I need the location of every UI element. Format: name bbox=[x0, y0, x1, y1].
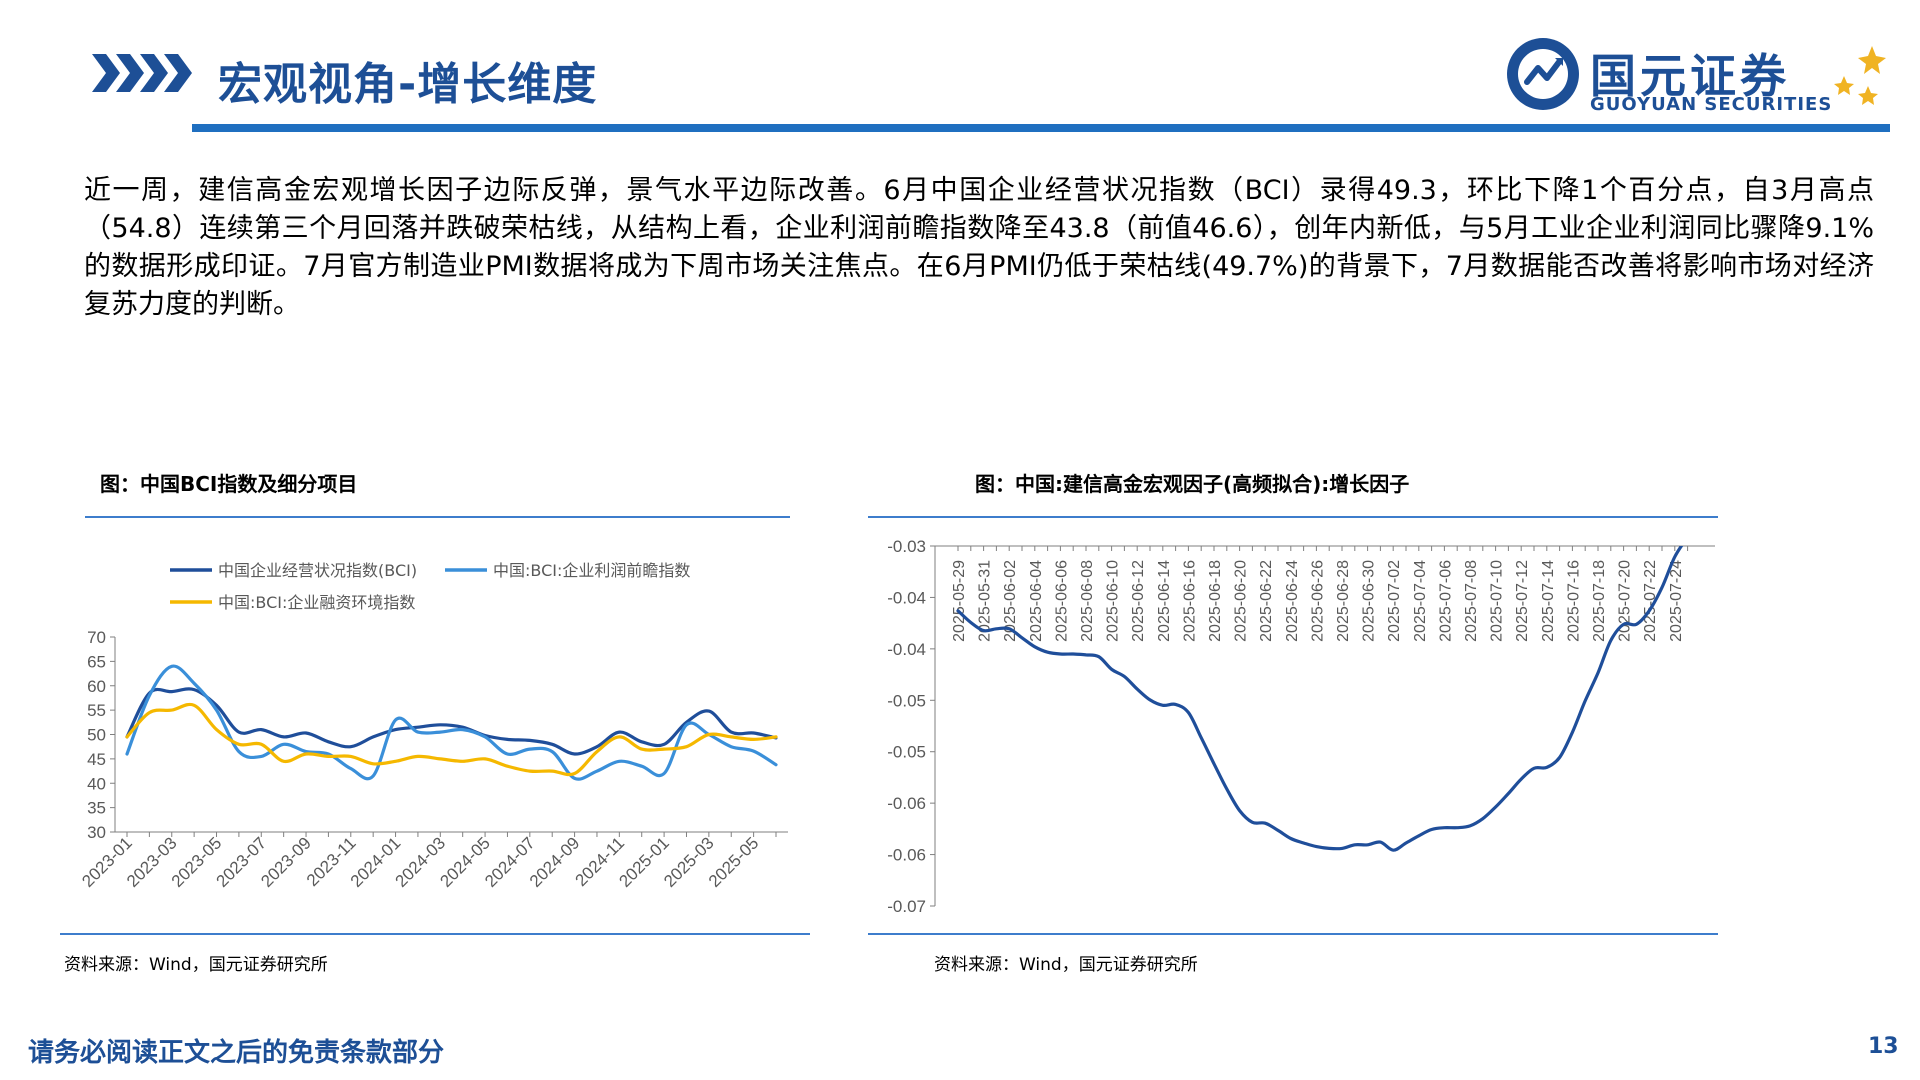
chart2-x-tick-label: 2025-06-26 bbox=[1309, 560, 1326, 642]
chart1-y-tick-label: 30 bbox=[87, 823, 106, 842]
chart2-y-tick-label: -0.07 bbox=[887, 897, 926, 916]
chart2-x-tick-label: 2025-06-24 bbox=[1284, 560, 1301, 642]
chart2-x-tick-label: 2025-07-20 bbox=[1617, 560, 1634, 642]
chart1-legend-label: 中国:BCI:企业利润前瞻指数 bbox=[493, 561, 690, 580]
chart2-bottom-rule bbox=[868, 933, 1718, 935]
chart2-x-tick-label: 2025-06-06 bbox=[1053, 560, 1070, 642]
page-title: 宏观视角-增长维度 bbox=[218, 59, 598, 110]
chart2-series-line bbox=[956, 546, 1684, 852]
chart1-y-tick-label: 70 bbox=[87, 628, 106, 647]
chart2-x-tick-label: 2025-06-02 bbox=[1002, 560, 1019, 642]
chart2-x-tick-label: 2025-07-16 bbox=[1565, 560, 1582, 642]
chart2-title: 图：中国:建信高金宏观因子(高频拟合):增长因子 bbox=[975, 472, 1410, 496]
chart2-y-tick-label: -0.06 bbox=[887, 846, 926, 865]
logo-stars-icon bbox=[1834, 46, 1886, 105]
chart2-x-tick-label: 2025-06-04 bbox=[1028, 560, 1045, 642]
chart1-x-tick-label: 2025-05 bbox=[705, 833, 763, 891]
chart1-y-tick-label: 45 bbox=[87, 750, 106, 769]
chart2-x-tick-label: 2025-07-18 bbox=[1591, 560, 1608, 642]
chart2-x-tick-label: 2025-06-18 bbox=[1207, 560, 1224, 642]
chart2-x-tick-label: 2025-06-10 bbox=[1105, 560, 1122, 642]
chart2-x-tick-label: 2025-05-31 bbox=[977, 560, 994, 642]
chart2-y-tick-label: -0.04 bbox=[887, 640, 926, 659]
chart2-x-tick-label: 2025-07-14 bbox=[1540, 560, 1557, 642]
chart2-x-tick-label: 2025-06-08 bbox=[1079, 560, 1096, 642]
chart1-y-tick-label: 55 bbox=[87, 701, 106, 720]
chart2-x-tick-label: 2025-06-12 bbox=[1130, 560, 1147, 642]
chart1-y-tick-label: 65 bbox=[87, 652, 106, 671]
chart2-x-tick-label: 2025-06-30 bbox=[1361, 560, 1378, 642]
logo-english-name: GUOYUAN SECURITIES bbox=[1590, 94, 1833, 115]
chart1-series-line-1 bbox=[125, 687, 778, 756]
chart2-x-tick-label: 2025-07-22 bbox=[1642, 560, 1659, 642]
chart1-legend-label: 中国企业经营状况指数(BCI) bbox=[218, 561, 417, 580]
chart1-title: 图：中国BCI指数及细分项目 bbox=[100, 472, 358, 496]
header-chevrons-icon bbox=[92, 54, 192, 92]
chart2-x-tick-label: 2025-07-12 bbox=[1514, 560, 1531, 642]
chart1-top-rule bbox=[85, 516, 790, 518]
chart1-y-tick-label: 60 bbox=[87, 677, 106, 696]
chart2-x-tick-label: 2025-07-10 bbox=[1489, 560, 1506, 642]
chart2-x-tick-label: 2025-06-14 bbox=[1156, 560, 1173, 642]
chart1-series-line-2 bbox=[125, 664, 778, 781]
chart2-x-tick-label: 2025-06-20 bbox=[1233, 560, 1250, 642]
page-number: 13 bbox=[1868, 1034, 1899, 1059]
chart1-plot: 3035404550556065702023-012023-032023-052… bbox=[78, 561, 788, 891]
chart2-top-rule bbox=[868, 516, 1718, 518]
chart1-legend-label: 中国:BCI:企业融资环境指数 bbox=[218, 593, 415, 612]
chart1-x-tick-label: 2024-09 bbox=[526, 833, 584, 891]
chart1-y-tick-label: 40 bbox=[87, 774, 106, 793]
chart2-x-tick-label: 2025-06-16 bbox=[1181, 560, 1198, 642]
title-divider bbox=[192, 124, 1890, 132]
chart2-x-tick-label: 2025-05-29 bbox=[951, 560, 968, 642]
summary-paragraph: 近一周，建信高金宏观增长因子边际反弹，景气水平边际改善。6月中国企业经营状况指数… bbox=[84, 175, 1874, 320]
chart2-x-tick-label: 2025-07-06 bbox=[1437, 560, 1454, 642]
chart2-x-tick-label: 2025-07-24 bbox=[1668, 560, 1685, 642]
chart1-series-line-3 bbox=[125, 702, 778, 777]
chart1-source: 资料来源：Wind，国元证券研究所 bbox=[64, 955, 328, 975]
chart2-y-tick-label: -0.04 bbox=[887, 588, 926, 607]
chart2-x-tick-label: 2025-07-04 bbox=[1412, 560, 1429, 642]
chart2-y-tick-label: -0.05 bbox=[887, 691, 926, 710]
logo-chinese-name: 国元证券 bbox=[1590, 49, 1790, 103]
chart2-y-tick-label: -0.06 bbox=[887, 794, 926, 813]
chart1-x-tick-label: 2023-09 bbox=[257, 833, 315, 891]
disclaimer-text: 请务必阅读正文之后的免责条款部分 bbox=[28, 1038, 445, 1068]
chart2-x-tick-label: 2025-07-08 bbox=[1463, 560, 1480, 642]
chart2-x-tick-label: 2025-07-02 bbox=[1386, 560, 1403, 642]
chart2-source: 资料来源：Wind，国元证券研究所 bbox=[934, 955, 1198, 975]
chart2-x-tick-label: 2025-06-22 bbox=[1258, 560, 1275, 642]
chart1-bottom-rule bbox=[60, 933, 810, 935]
chart2-y-tick-label: -0.05 bbox=[887, 743, 926, 762]
chart2-plot: -0.07 -0.06 -0.06 -0.05 -0.05 -0.04 -0.04 -0.03… bbox=[887, 537, 1715, 916]
chart1-y-tick-label: 35 bbox=[87, 799, 106, 818]
chart1-y-tick-label: 50 bbox=[87, 726, 106, 745]
chart2-x-tick-label: 2025-06-28 bbox=[1335, 560, 1352, 642]
chart2-y-tick-label: -0.03 bbox=[887, 537, 926, 556]
company-logo-icon bbox=[1507, 38, 1579, 110]
